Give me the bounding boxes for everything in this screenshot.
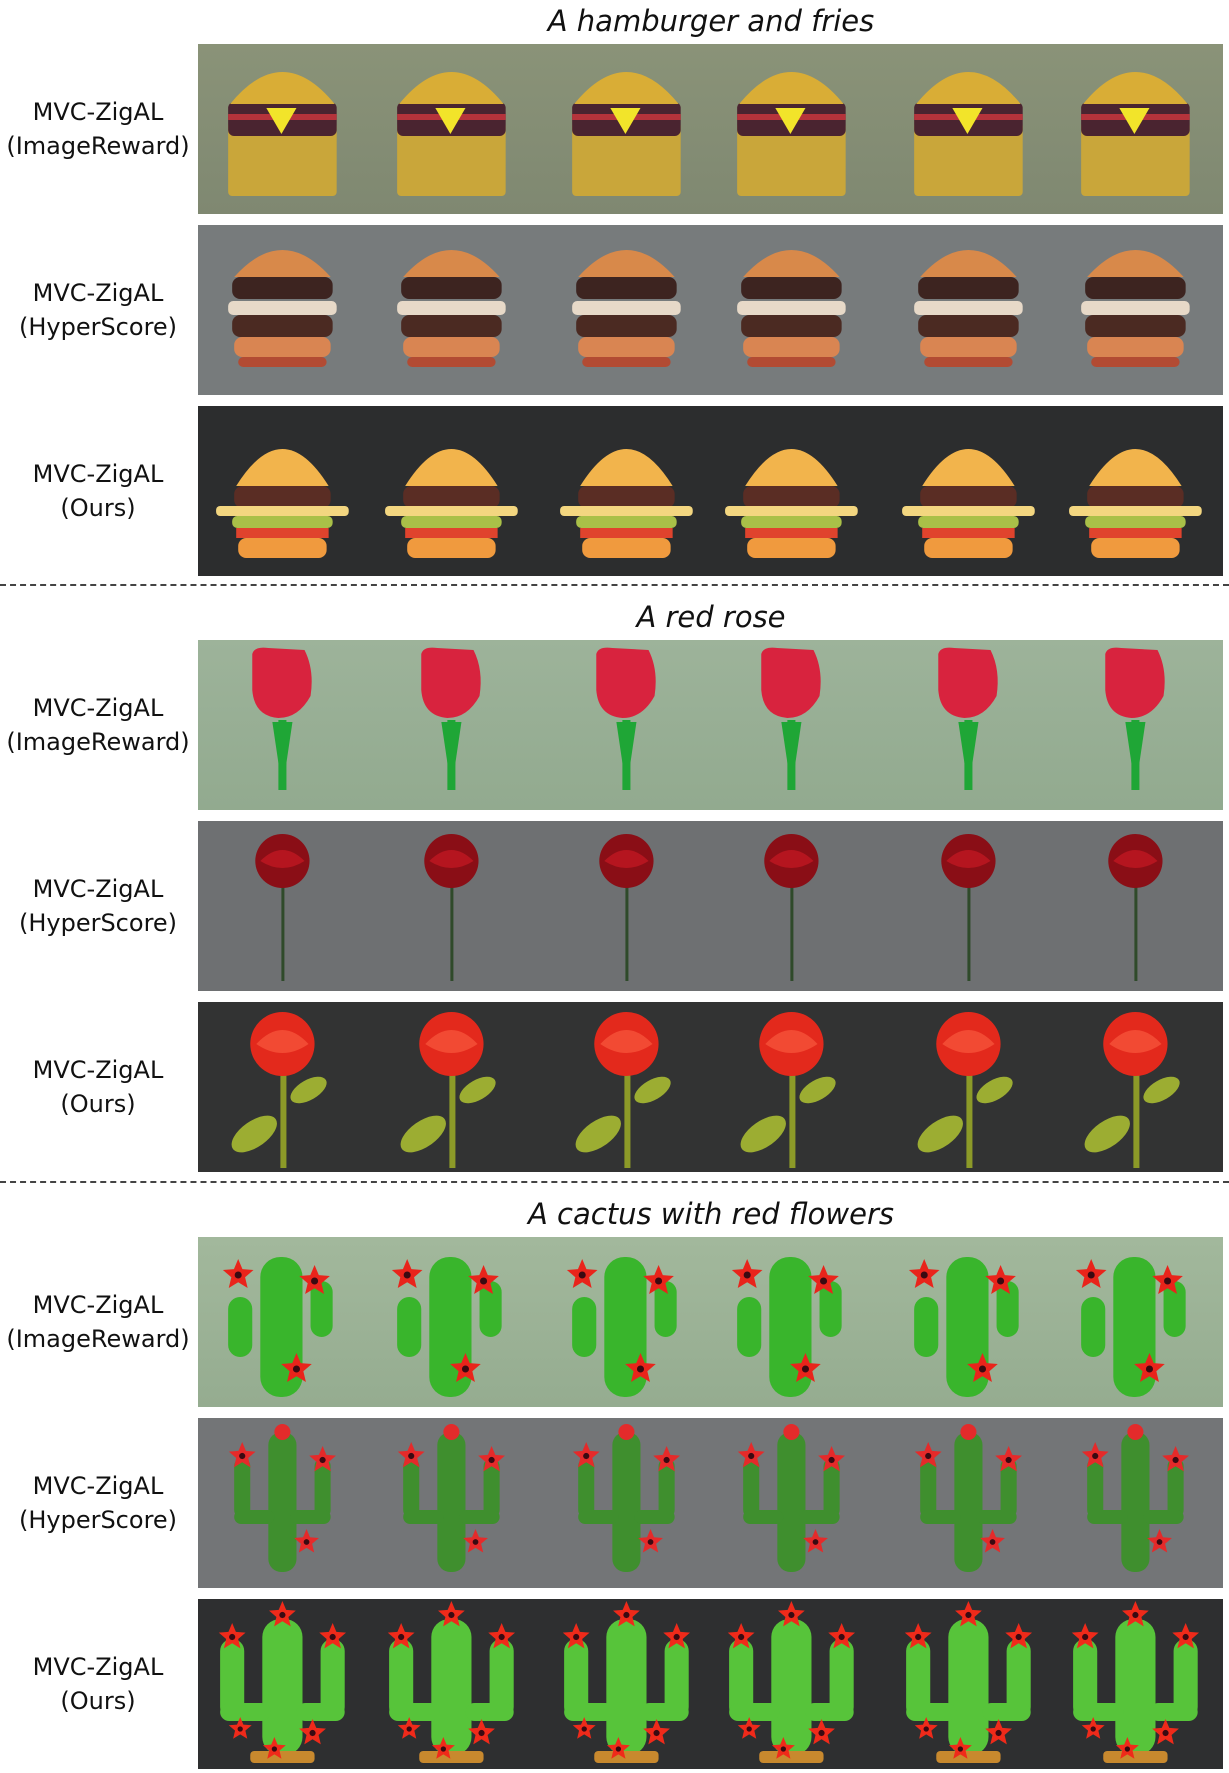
view-image	[369, 1599, 540, 1769]
view-image	[1052, 1002, 1223, 1172]
view-image	[540, 225, 711, 395]
view-image	[540, 1237, 711, 1407]
view-strip	[198, 821, 1223, 991]
method-label: MVC-ZigAL (HyperScore)	[18, 1472, 178, 1534]
view-strip	[198, 640, 1223, 810]
view-image	[881, 821, 1052, 991]
view-image	[198, 821, 369, 991]
view-image	[540, 406, 711, 576]
view-image	[369, 44, 540, 214]
view-image	[540, 1599, 711, 1769]
row-ours: MVC-ZigAL (Ours)	[0, 406, 1229, 576]
method-label: MVC-ZigAL (ImageReward)	[6, 98, 190, 160]
view-image	[1052, 1418, 1223, 1588]
view-image	[710, 821, 881, 991]
view-strip	[198, 406, 1223, 576]
view-image	[1052, 1237, 1223, 1407]
view-image	[710, 640, 881, 810]
view-image	[1052, 821, 1223, 991]
view-image	[369, 821, 540, 991]
method-label: MVC-ZigAL (Ours)	[32, 460, 164, 522]
view-image	[198, 1237, 369, 1407]
view-image	[1052, 406, 1223, 576]
view-image	[540, 44, 711, 214]
view-image	[369, 225, 540, 395]
view-image	[198, 1002, 369, 1172]
prompt-title: A cactus with red flowers	[528, 1197, 894, 1231]
view-image	[1052, 225, 1223, 395]
view-image	[881, 1237, 1052, 1407]
row-hyperscore: MVC-ZigAL (HyperScore)	[0, 1418, 1229, 1588]
view-image	[198, 1599, 369, 1769]
view-image	[540, 1418, 711, 1588]
method-label: MVC-ZigAL (ImageReward)	[6, 1291, 190, 1353]
view-image	[369, 406, 540, 576]
view-image	[881, 1002, 1052, 1172]
view-strip	[198, 225, 1223, 395]
prompt-title: A hamburger and fries	[547, 4, 875, 38]
view-image	[881, 1599, 1052, 1769]
view-image	[369, 1237, 540, 1407]
method-label: MVC-ZigAL (Ours)	[32, 1056, 164, 1118]
section-divider	[0, 584, 1229, 586]
view-image	[710, 1237, 881, 1407]
view-image	[540, 1002, 711, 1172]
view-image	[198, 44, 369, 214]
view-image	[710, 44, 881, 214]
row-imagereward: MVC-ZigAL (ImageReward)	[0, 44, 1229, 214]
view-image	[540, 821, 711, 991]
view-image	[198, 640, 369, 810]
view-strip	[198, 44, 1223, 214]
row-ours: MVC-ZigAL (Ours)	[0, 1599, 1229, 1769]
section-divider	[0, 1181, 1229, 1183]
view-image	[881, 640, 1052, 810]
view-image	[198, 406, 369, 576]
row-imagereward: MVC-ZigAL (ImageReward)	[0, 1237, 1229, 1407]
view-image	[369, 1418, 540, 1588]
view-image	[881, 1418, 1052, 1588]
view-image	[1052, 1599, 1223, 1769]
prompt-title: A red rose	[636, 600, 786, 634]
view-image	[710, 225, 881, 395]
view-image	[710, 1002, 881, 1172]
view-image	[369, 1002, 540, 1172]
view-image	[881, 225, 1052, 395]
view-image	[710, 1599, 881, 1769]
view-image	[198, 225, 369, 395]
view-strip	[198, 1418, 1223, 1588]
view-image	[710, 406, 881, 576]
view-image	[369, 640, 540, 810]
view-image	[881, 406, 1052, 576]
row-hyperscore: MVC-ZigAL (HyperScore)	[0, 821, 1229, 991]
view-strip	[198, 1237, 1223, 1407]
row-hyperscore: MVC-ZigAL (HyperScore)	[0, 225, 1229, 395]
row-imagereward: MVC-ZigAL (ImageReward)	[0, 640, 1229, 810]
view-image	[540, 640, 711, 810]
view-image	[198, 1418, 369, 1588]
view-image	[1052, 44, 1223, 214]
row-ours: MVC-ZigAL (Ours)	[0, 1002, 1229, 1172]
method-label: MVC-ZigAL (HyperScore)	[18, 875, 178, 937]
view-image	[1052, 640, 1223, 810]
view-image	[710, 1418, 881, 1588]
method-label: MVC-ZigAL (ImageReward)	[6, 694, 190, 756]
view-strip	[198, 1599, 1223, 1769]
method-label: MVC-ZigAL (Ours)	[32, 1653, 164, 1715]
view-strip	[198, 1002, 1223, 1172]
view-image	[881, 44, 1052, 214]
method-label: MVC-ZigAL (HyperScore)	[18, 279, 178, 341]
